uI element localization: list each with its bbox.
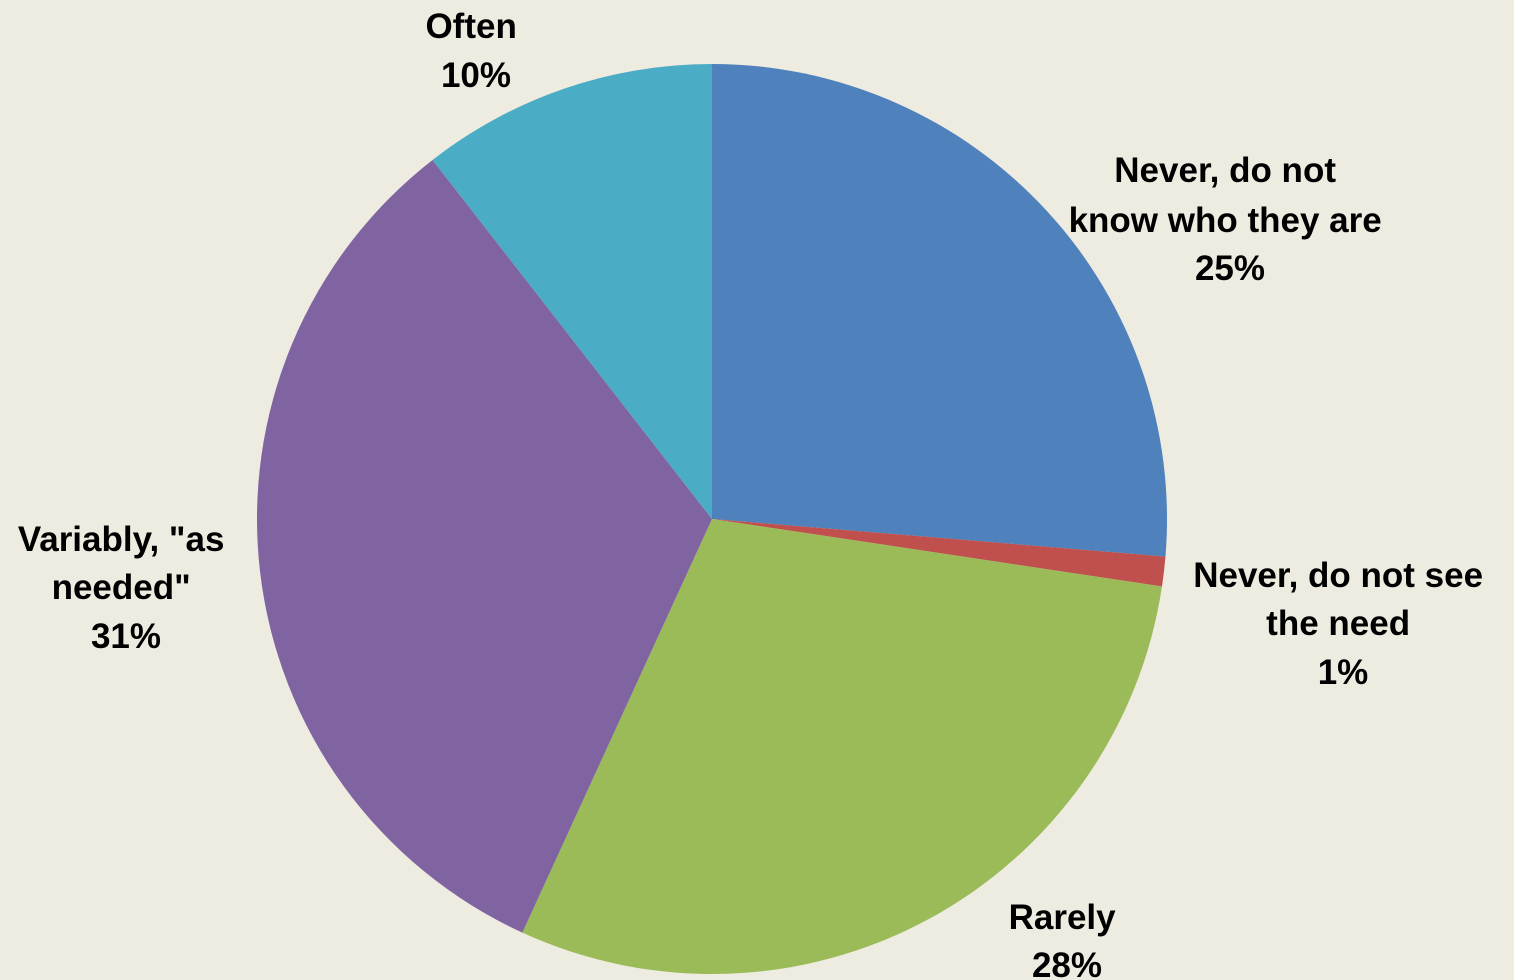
pie-slice-never-do-not-know-who-they-are	[712, 64, 1168, 557]
pie-slice-rarely	[522, 519, 1162, 975]
pie-slice-variably-as-needed	[256, 159, 712, 933]
label-never-do-not-know: Never, do not know who they are 25%	[1069, 151, 1392, 288]
label-often: Often 10%	[425, 7, 526, 95]
pie-slices	[256, 64, 1168, 975]
label-variably-as-needed: Variably, "as needed" 31%	[18, 520, 234, 656]
label-rarely: Rarely 28%	[1009, 898, 1126, 980]
pie-slice-never-do-not-see-the-need	[712, 519, 1166, 587]
label-never-do-not-see: Never, do not see the need 1%	[1193, 556, 1493, 692]
pie-slice-often	[432, 64, 712, 519]
